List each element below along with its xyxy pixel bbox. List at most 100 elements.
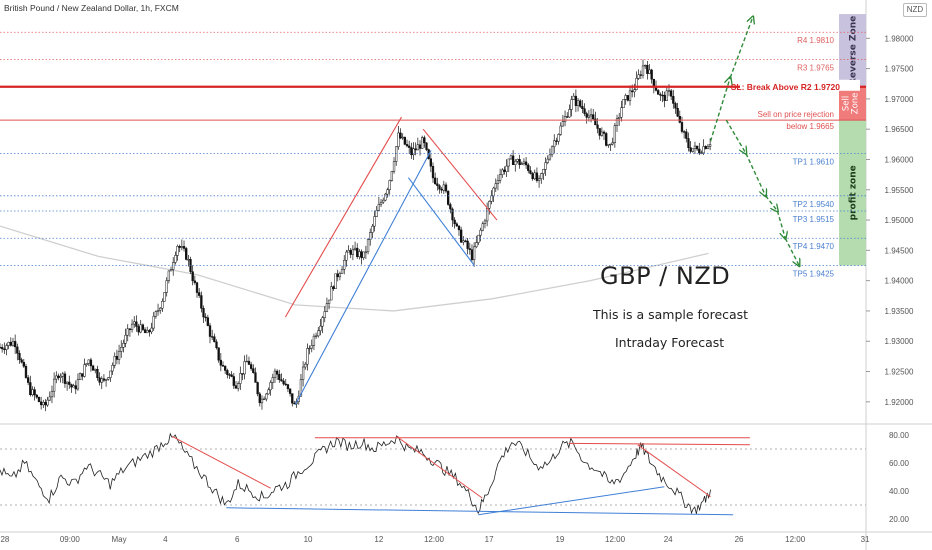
candle-body — [492, 187, 495, 197]
time-tick-label: 17 — [485, 535, 494, 544]
candle-body — [453, 219, 456, 225]
candle-body — [310, 345, 313, 349]
candle-body — [319, 325, 322, 332]
oscillator-trendline — [226, 507, 734, 516]
currency-badge[interactable]: NZD — [903, 3, 927, 17]
level-label: TP5 1.9425 — [793, 270, 835, 279]
candle-body — [31, 389, 34, 396]
candle-body — [219, 359, 222, 366]
oscillator-trendline — [396, 435, 483, 499]
time-tick-label: 10 — [304, 535, 313, 544]
candle-body — [234, 385, 238, 389]
candle-body — [135, 321, 138, 327]
candle-body — [405, 144, 409, 147]
zone-layer: Reverse Zone Sell Zone profit zone — [839, 14, 866, 266]
candle-body — [386, 189, 389, 195]
moving-average-line — [0, 225, 709, 312]
candle-body — [447, 190, 450, 205]
oscillator-tick-label: 20.00 — [889, 515, 910, 524]
candle-body — [635, 78, 638, 90]
candle-body — [87, 359, 90, 364]
candle-body — [241, 373, 244, 375]
candle-body — [451, 208, 454, 221]
candle-body — [687, 138, 690, 148]
candle-body — [466, 240, 469, 249]
candle-body — [139, 324, 142, 333]
candle-body — [693, 145, 697, 149]
candle-body — [217, 347, 220, 361]
price-tick-label: 1.93000 — [885, 337, 914, 346]
time-tick-label: 28 — [0, 535, 9, 544]
candle-body — [198, 292, 201, 296]
candle-body — [50, 390, 54, 398]
candle-body — [9, 341, 12, 346]
candle-body — [576, 100, 580, 106]
candle-body — [137, 326, 140, 333]
candle-body — [288, 388, 292, 394]
candle-body — [343, 259, 346, 270]
candle-body — [663, 94, 666, 101]
candle-body — [325, 303, 329, 312]
candle-body — [472, 246, 476, 260]
candle-body — [384, 193, 387, 201]
candle-body — [317, 330, 320, 337]
candle-body — [531, 173, 534, 180]
candle-body — [332, 286, 335, 289]
candle-body — [224, 366, 227, 371]
oscillator-tick-label: 40.00 — [889, 487, 910, 496]
projection-up-arrow — [729, 17, 753, 78]
candle-body — [596, 124, 599, 129]
candle-body — [572, 95, 575, 100]
candle-body — [252, 368, 255, 373]
zone-sell-zone — [839, 86, 866, 121]
candle-body — [185, 248, 188, 260]
candle-body — [334, 273, 337, 289]
candle-body — [434, 177, 437, 185]
candle-body — [228, 374, 231, 376]
candle-body — [527, 164, 530, 171]
candle-body — [59, 375, 62, 378]
candle-body — [16, 346, 19, 354]
candle-body — [265, 393, 268, 400]
candle-body — [3, 348, 6, 350]
candle-body — [568, 109, 571, 118]
pair-title: GBP / NZD — [600, 262, 731, 290]
candle-body — [657, 90, 660, 95]
candle-body — [33, 389, 36, 396]
candle-body — [26, 377, 30, 383]
candle-body — [338, 273, 342, 278]
oscillator-tick-label: 60.00 — [889, 459, 910, 468]
candle-body — [312, 335, 316, 346]
candle-body — [583, 108, 586, 114]
candle-body — [423, 137, 426, 144]
candle-body — [345, 251, 348, 261]
candle-body — [29, 382, 32, 396]
candle-body — [308, 347, 311, 350]
candle-body — [206, 317, 209, 326]
candle-body — [85, 363, 88, 365]
candle-body — [611, 142, 614, 145]
candle-body — [70, 384, 73, 388]
zone-label: Sell — [842, 96, 852, 111]
candle-body — [646, 64, 649, 74]
candle-body — [113, 356, 116, 366]
candle-body — [215, 341, 218, 348]
candle-body — [602, 131, 606, 134]
candle-body — [96, 368, 99, 378]
candle-body — [18, 353, 21, 361]
candle-body — [537, 178, 541, 181]
candle-body — [702, 146, 705, 154]
candle-body — [120, 347, 123, 352]
zone-reverse-zone — [839, 14, 866, 87]
candle-body — [353, 247, 357, 250]
level-label: TP1 1.9610 — [793, 157, 835, 166]
price-tick-label: 1.94000 — [885, 277, 914, 286]
trendlines-layer — [284, 116, 498, 406]
candle-body — [672, 96, 675, 104]
oscillator-trendline — [637, 444, 711, 498]
trendline-rising-resistance — [284, 116, 402, 318]
candle-body — [364, 251, 368, 253]
candle-body — [401, 136, 404, 139]
price-tick-label: 1.95500 — [885, 186, 914, 195]
candle-body — [589, 114, 593, 117]
